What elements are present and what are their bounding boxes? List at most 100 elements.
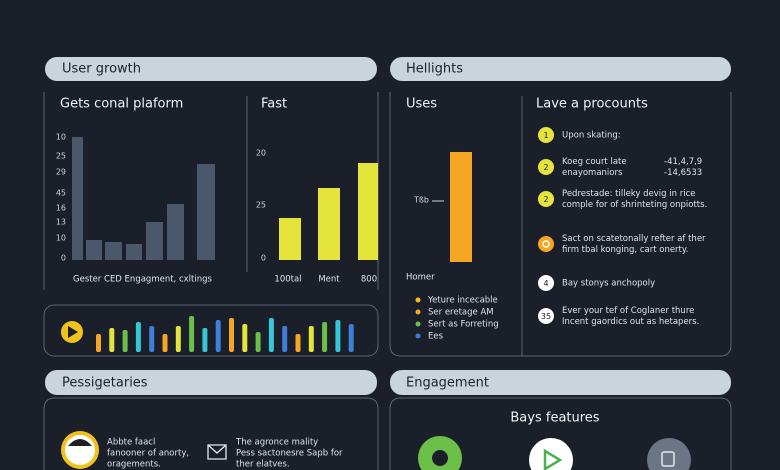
marker-label: Tßb xyxy=(413,196,429,205)
wave-bar xyxy=(255,332,261,352)
tick-label: 20 xyxy=(256,149,266,158)
wave-bar xyxy=(162,334,168,352)
wave-bar xyxy=(229,318,234,352)
legend-swatch xyxy=(415,321,421,327)
profile-text: oragements. xyxy=(107,460,161,470)
badge-label: 35 xyxy=(541,312,551,321)
section-title: User growth xyxy=(62,62,141,77)
legend-swatch xyxy=(415,333,421,339)
wave-bar xyxy=(135,322,141,352)
tick-label: 16 xyxy=(56,204,66,213)
item-text: Bay stonys anchopoly xyxy=(562,279,655,289)
badge xyxy=(538,308,554,324)
badge-label: 2 xyxy=(543,163,548,172)
profile-text: Pess sactonesre Sapb for xyxy=(236,449,343,459)
section-title: Hellights xyxy=(406,62,463,77)
item-text: Incent gaordics out as hetapers. xyxy=(562,317,699,327)
wave-bar xyxy=(322,322,328,352)
tick-label: 25 xyxy=(256,201,266,210)
panel-frame xyxy=(43,397,379,470)
item-text: Ever your tef of Coglaner thure xyxy=(562,306,694,316)
play-glyph xyxy=(68,326,78,338)
tick-label: 10 xyxy=(56,133,66,142)
chart-title: Fast xyxy=(261,97,287,112)
wave-panel xyxy=(43,304,379,357)
mail-icon xyxy=(207,444,227,460)
legend-swatch xyxy=(415,309,421,315)
section-title: Pessigetaries xyxy=(62,376,148,391)
x-label: Ment xyxy=(318,275,340,285)
wave-bar xyxy=(335,320,341,352)
badge xyxy=(538,159,554,175)
wave-bar xyxy=(215,320,221,352)
wave-bar xyxy=(96,334,101,352)
bars xyxy=(72,137,215,260)
wave-bar xyxy=(202,328,208,352)
item-text: enayomaniors xyxy=(562,168,623,178)
x-label: Gester CED Engagment, cxltings xyxy=(73,275,212,285)
wave-bar xyxy=(348,324,354,352)
badge xyxy=(538,275,554,291)
x-label: Homer xyxy=(406,273,435,283)
section-title: Engagement xyxy=(406,376,489,391)
tick-label: 29 xyxy=(56,168,66,177)
legend-swatch xyxy=(415,297,421,303)
legend-label: Sert as Forreting xyxy=(428,320,499,330)
badge-label: 1 xyxy=(543,131,548,140)
wave-bar xyxy=(282,326,288,352)
wave-bar xyxy=(308,326,314,352)
panel-frame xyxy=(389,397,732,470)
item-text: Pedrestade: tilleky devig in rice xyxy=(562,189,695,199)
bars xyxy=(279,163,378,260)
tick-label: 0 xyxy=(261,254,266,263)
feature-glyph xyxy=(543,448,563,470)
item-text: Sact on scatetonally refter af ther xyxy=(562,234,706,244)
wave-bar xyxy=(189,316,195,352)
waveform xyxy=(96,316,354,352)
tick-label: 45 xyxy=(56,189,66,198)
wave-bar xyxy=(268,318,274,352)
profile-text: fanooner of anorty, xyxy=(107,449,189,459)
feature-icon[interactable] xyxy=(647,438,691,470)
features-title: Bays features xyxy=(510,411,599,426)
feature-glyph xyxy=(661,451,675,467)
avatar-hair xyxy=(68,439,92,446)
section-header xyxy=(45,370,377,395)
wave-bar xyxy=(109,328,115,352)
legend-label: Ser eretage AM xyxy=(428,308,494,318)
item-value: -41,4,7,9 xyxy=(664,157,702,167)
badge-label: 4 xyxy=(543,279,548,288)
tick-label: 0 xyxy=(61,254,66,263)
tick-label: 13 xyxy=(56,218,66,227)
profile-text: ther elatves. xyxy=(236,460,290,470)
bar xyxy=(450,152,472,262)
list-title: Lave a procounts xyxy=(536,97,648,112)
item-text: Upon skating: xyxy=(562,131,621,141)
item-value: -14,6533 xyxy=(664,168,702,178)
panel-frame xyxy=(389,92,732,357)
tick-label: 25 xyxy=(56,152,66,161)
item-text: comple for of shrinteting onpiotts. xyxy=(562,200,707,210)
wave-bar xyxy=(122,330,128,352)
legend-label: Yeture incecable xyxy=(427,296,498,306)
wave-bar xyxy=(242,324,248,352)
wave-bar xyxy=(175,326,181,352)
chart-title: Uses xyxy=(406,97,437,112)
chart-title: Gets conal plaform xyxy=(60,97,183,112)
x-label: 100tal xyxy=(274,275,301,285)
tick-label: 10 xyxy=(56,234,66,243)
badge xyxy=(538,191,554,207)
section-header xyxy=(390,57,731,81)
x-label: 800 xyxy=(361,275,377,285)
wave-bar xyxy=(295,334,301,352)
item-text: firm tbal konging, cart onerty. xyxy=(562,245,688,255)
legend-label: Ees xyxy=(428,332,444,342)
profile-text: Abbte faacl xyxy=(107,438,155,448)
section-header xyxy=(390,370,731,395)
badge-label: 2 xyxy=(543,195,548,204)
badge xyxy=(538,236,554,252)
wave-bar xyxy=(149,326,155,352)
badge xyxy=(538,127,554,143)
feature-glyph xyxy=(432,450,448,466)
